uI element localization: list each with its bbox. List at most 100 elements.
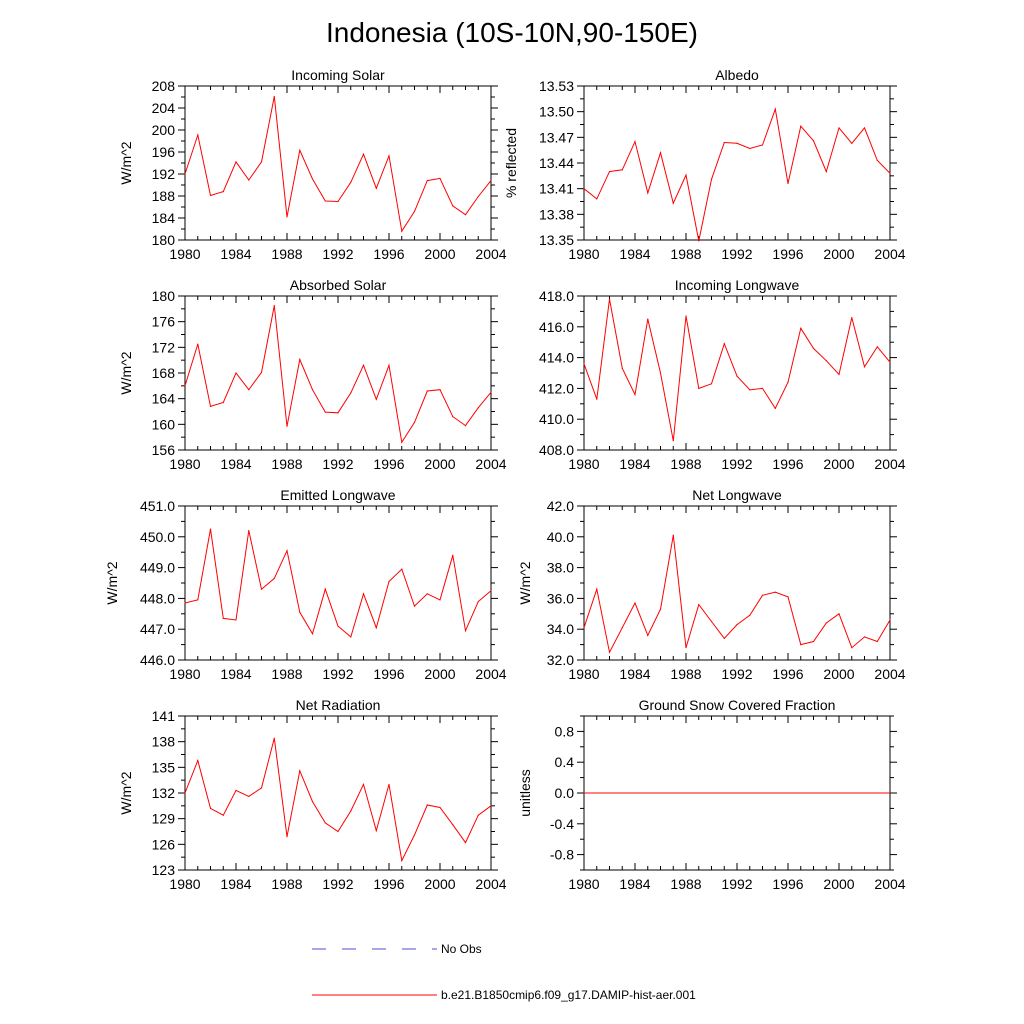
data-point: [774, 591, 776, 593]
data-point: [337, 830, 339, 833]
data-point: [426, 804, 428, 806]
plot-frame: [583, 85, 891, 241]
data-point: [350, 181, 352, 183]
data-point: [723, 343, 725, 345]
data-point: [401, 441, 403, 443]
data-point: [375, 830, 377, 832]
x-tick-label: 2004: [874, 456, 905, 472]
data-point: [634, 602, 636, 604]
panel-title: Ground Snow Covered Fraction: [639, 697, 836, 713]
data-point: [260, 787, 263, 789]
data-point: [260, 371, 263, 373]
x-tick-label: 2000: [424, 666, 455, 682]
x-tick-label: 1988: [271, 246, 302, 262]
data-point: [222, 191, 224, 193]
y-tick-label: 156: [152, 442, 176, 458]
data-point: [876, 159, 878, 162]
data-point: [413, 421, 416, 424]
y-tick-label: 0.0: [555, 785, 575, 801]
series-line: [184, 738, 492, 863]
data-point: [477, 814, 479, 816]
data-point: [286, 216, 288, 218]
data-point: [863, 636, 866, 638]
x-tick-label: 2004: [874, 666, 905, 682]
data-point: [863, 366, 866, 368]
data-point: [761, 387, 764, 389]
data-point: [337, 200, 339, 203]
y-tick-label: 447.0: [140, 621, 175, 637]
y-tick-label: 450.0: [140, 529, 175, 545]
data-point: [608, 298, 611, 300]
data-point: [286, 425, 288, 427]
data-point: [452, 205, 454, 207]
data-point: [197, 343, 199, 345]
data-point: [452, 416, 454, 418]
data-point: [825, 622, 827, 624]
data-point: [812, 140, 815, 142]
plot-frame: [184, 295, 492, 451]
data-point: [477, 407, 479, 409]
y-tick-label: 188: [152, 188, 176, 204]
x-tick-label: 2004: [475, 666, 506, 682]
data-point: [222, 814, 224, 816]
data-point: [311, 800, 314, 803]
data-point: [413, 834, 416, 836]
data-point: [273, 577, 275, 579]
data-point: [401, 859, 403, 862]
data-point: [273, 737, 275, 739]
x-tick-label: 1984: [619, 666, 650, 682]
data-point: [621, 169, 623, 171]
data-point: [761, 594, 764, 596]
data-point: [209, 405, 212, 407]
x-tick-label: 1996: [772, 876, 803, 892]
x-tick-label: 1992: [721, 876, 752, 892]
data-point: [812, 640, 815, 643]
data-point: [413, 605, 416, 607]
data-point: [222, 617, 224, 620]
panel-title: Incoming Longwave: [675, 277, 800, 293]
y-tick-label: 40.0: [547, 529, 574, 545]
x-tick-label: 1984: [220, 246, 251, 262]
data-point: [388, 364, 390, 366]
y-tick-label: 36.0: [547, 590, 574, 606]
x-tick-label: 1980: [568, 246, 599, 262]
data-point: [800, 327, 802, 329]
y-tick-label: 13.44: [539, 155, 574, 171]
data-point: [260, 588, 263, 590]
data-point: [248, 389, 250, 391]
data-point: [401, 568, 403, 570]
data-point: [490, 391, 492, 393]
data-point: [439, 806, 441, 809]
series-line: [583, 299, 891, 441]
y-tick-label: 34.0: [547, 621, 574, 637]
data-point: [260, 161, 263, 163]
y-tick-label: 176: [152, 314, 176, 330]
data-point: [286, 836, 288, 838]
data-point: [235, 372, 237, 374]
y-tick-label: 184: [152, 210, 176, 226]
panels: Incoming Solar 1980 1984 1988 1992 1996 2000 20…: [104, 67, 906, 892]
data-point: [838, 373, 840, 376]
data-point: [698, 240, 700, 242]
chart-panel-5: Net Longwave 1980 1984 1988 1992 1996 2000 2004…: [517, 487, 906, 682]
data-point: [197, 134, 199, 136]
panel-title: Emitted Longwave: [280, 487, 395, 503]
x-tick-label: 1996: [772, 666, 803, 682]
data-point: [749, 614, 751, 616]
x-tick-label: 1980: [568, 876, 599, 892]
x-tick-label: 1996: [373, 876, 404, 892]
data-point: [184, 385, 186, 387]
data-point: [672, 440, 674, 442]
data-point: [273, 305, 275, 307]
data-point: [375, 627, 377, 629]
data-point: [324, 822, 326, 824]
data-point: [324, 200, 326, 202]
legend-obs-label: No Obs: [441, 942, 482, 956]
y-tick-label: 414.0: [539, 350, 574, 366]
y-tick-label: 410.0: [539, 411, 574, 427]
y-tick-label: 172: [152, 339, 176, 355]
data-point: [876, 346, 878, 348]
y-axis-label: % reflected: [503, 128, 519, 198]
panel-title: Albedo: [715, 67, 759, 83]
data-point: [311, 178, 314, 180]
